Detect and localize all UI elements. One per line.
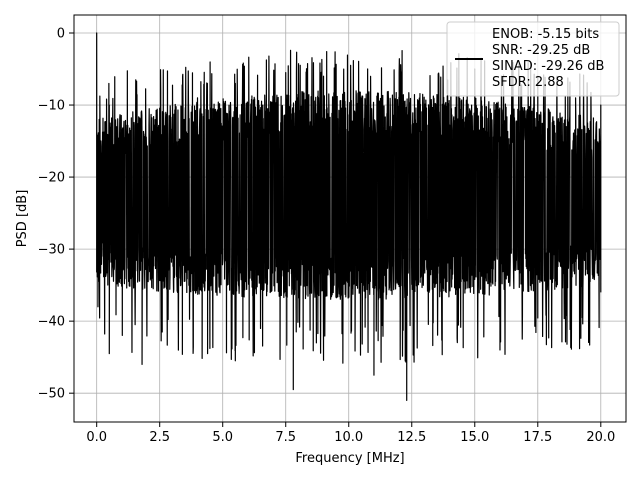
legend-entry-snr: SNR: -29.25 dB <box>492 43 590 58</box>
y-tick-label: 0 <box>57 27 65 42</box>
x-tick-label: 0.0 <box>86 430 107 445</box>
y-tick-label: −20 <box>38 171 65 186</box>
x-tick-label: 5.0 <box>212 430 233 445</box>
x-tick-label: 15.0 <box>460 430 489 445</box>
x-tick-label: 20.0 <box>586 430 615 445</box>
y-axis-label: PSD [dB] <box>15 190 30 248</box>
psd-series <box>96 32 602 401</box>
legend: ENOB: -5.15 bits SNR: -29.25 dB SINAD: -… <box>446 21 620 97</box>
x-tick-label: 17.5 <box>523 430 552 445</box>
y-tick-label: −30 <box>38 243 65 258</box>
x-tick-label: 10.0 <box>334 430 363 445</box>
plot-frame <box>73 14 627 423</box>
psd-line <box>96 32 602 401</box>
legend-box <box>446 21 620 97</box>
x-tick-label: 12.5 <box>397 430 426 445</box>
x-axis-label: Frequency [MHz] <box>295 451 404 466</box>
y-tick-label: −50 <box>38 387 65 402</box>
x-tick-label: 2.5 <box>149 430 170 445</box>
legend-entry-enob: ENOB: -5.15 bits <box>492 27 599 42</box>
axis-ticks: 0.0 2.5 5.0 7.5 10.0 12.5 15.0 17.5 20.0 0 −10 −20 −… <box>38 27 616 445</box>
y-tick-label: −10 <box>38 99 65 114</box>
x-tick-label: 7.5 <box>275 430 296 445</box>
y-tick-label: −40 <box>38 315 65 330</box>
legend-entry-sinad: SINAD: -29.26 dB <box>492 59 604 74</box>
legend-entry-sfdr: SFDR: 2.88 <box>492 75 564 90</box>
